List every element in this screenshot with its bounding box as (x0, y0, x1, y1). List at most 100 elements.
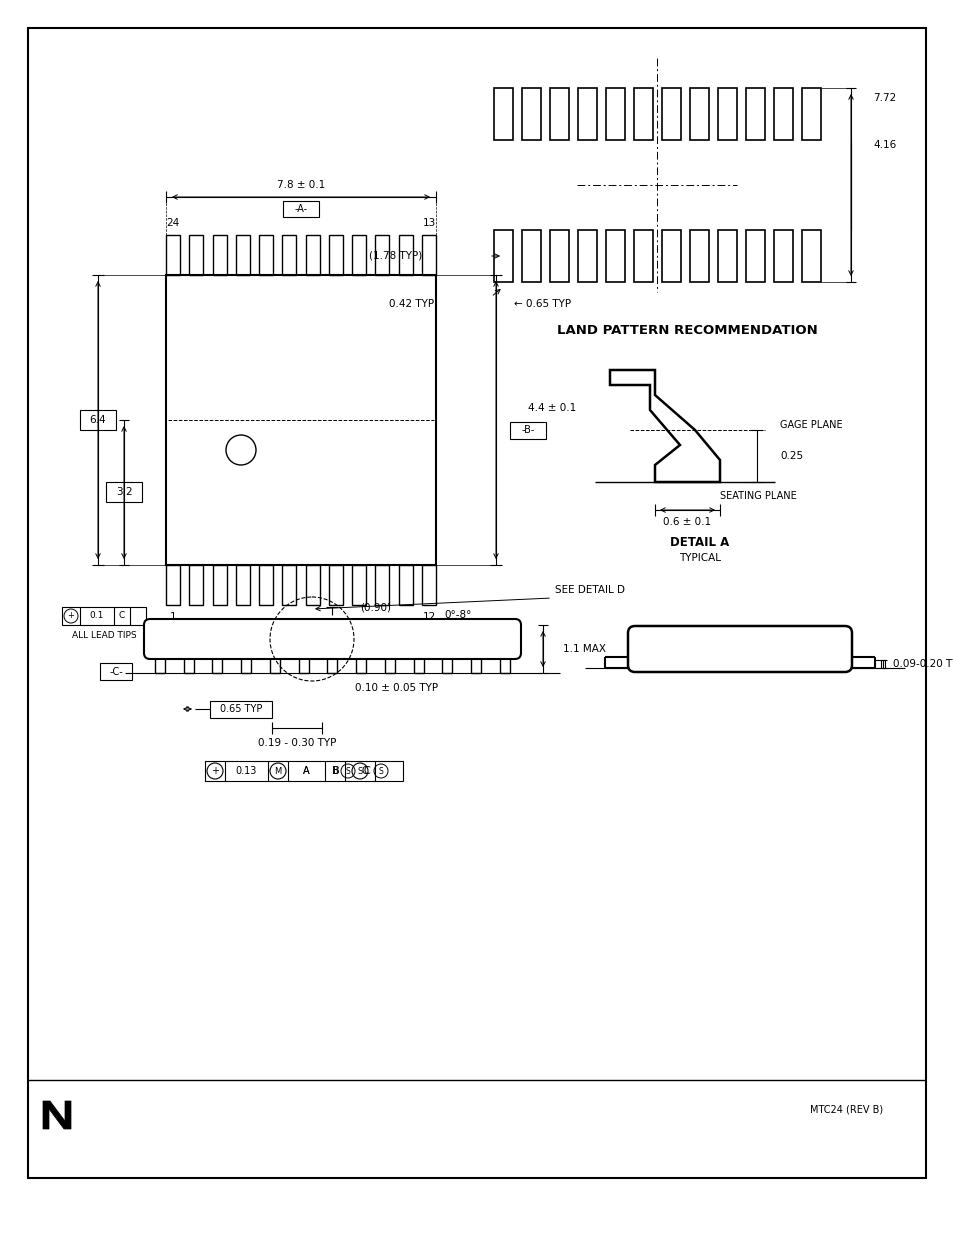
Text: 0.25: 0.25 (780, 451, 802, 461)
Bar (283, 201, 318, 217)
Text: 12: 12 (422, 613, 436, 622)
Bar (494, 230, 513, 282)
Bar (550, 88, 568, 140)
Bar (494, 88, 513, 140)
Text: 4.4 ± 0.1: 4.4 ± 0.1 (527, 403, 576, 412)
Text: A: A (302, 766, 309, 776)
Bar (398, 235, 413, 275)
Bar (62, 606, 146, 625)
Text: M: M (274, 767, 281, 776)
Text: 7.72: 7.72 (872, 93, 895, 103)
Text: 0.6 ± 0.1: 0.6 ± 0.1 (662, 517, 710, 527)
Text: 24: 24 (166, 219, 179, 228)
Bar (327, 650, 337, 673)
FancyBboxPatch shape (627, 626, 851, 672)
Bar (189, 564, 203, 605)
Text: 7.8 ± 0.1: 7.8 ± 0.1 (276, 180, 325, 190)
Bar (241, 650, 251, 673)
Bar (184, 650, 193, 673)
Text: DETAIL A: DETAIL A (670, 536, 729, 548)
Bar (166, 564, 180, 605)
Text: 3.2: 3.2 (115, 487, 132, 496)
Bar (718, 88, 737, 140)
Text: C: C (119, 611, 125, 620)
Text: 0.1: 0.1 (90, 611, 104, 620)
Bar (745, 230, 764, 282)
Text: SEATING PLANE: SEATING PLANE (720, 492, 796, 501)
Bar (605, 230, 624, 282)
Bar (282, 235, 296, 275)
Text: S: S (345, 767, 350, 776)
Text: -B-: -B- (520, 425, 534, 435)
Bar (689, 88, 708, 140)
Bar (661, 230, 680, 282)
Bar (745, 88, 764, 140)
Bar (355, 650, 366, 673)
Text: A: A (447, 629, 454, 638)
Text: A: A (302, 766, 309, 776)
Bar (550, 230, 568, 282)
Text: ← 0.65 TYP: ← 0.65 TYP (514, 299, 571, 309)
Bar (298, 650, 309, 673)
Bar (375, 564, 389, 605)
Bar (100, 663, 132, 680)
Text: C: C (363, 766, 370, 776)
Text: S: S (378, 767, 383, 776)
Text: B: B (332, 766, 338, 776)
Text: (0.90): (0.90) (359, 601, 391, 613)
Bar (689, 230, 708, 282)
Bar (578, 88, 597, 140)
Bar (329, 564, 342, 605)
Bar (352, 564, 366, 605)
Text: B: B (427, 629, 434, 638)
Bar (578, 230, 597, 282)
Bar (471, 650, 480, 673)
Text: 1.1 MAX: 1.1 MAX (562, 643, 605, 655)
Text: ALL LEAD TIPS: ALL LEAD TIPS (71, 631, 136, 640)
Bar (421, 235, 436, 275)
Text: TYPICAL: TYPICAL (679, 553, 720, 563)
Text: 6.4: 6.4 (90, 415, 106, 425)
Bar (414, 650, 423, 673)
Text: 0.10 ± 0.05 TYP: 0.10 ± 0.05 TYP (355, 683, 438, 693)
Text: 0.65 TYP: 0.65 TYP (219, 704, 262, 714)
Text: +: + (211, 766, 219, 776)
Bar (718, 230, 737, 282)
Text: SEE DETAIL D: SEE DETAIL D (555, 585, 624, 595)
Bar (205, 761, 402, 781)
Bar (282, 564, 296, 605)
Text: 13: 13 (422, 219, 436, 228)
Text: 0.09-0.20 TYP: 0.09-0.20 TYP (892, 659, 953, 669)
Text: 0.42 TYP: 0.42 TYP (389, 299, 434, 309)
Polygon shape (43, 1100, 71, 1129)
Bar (605, 88, 624, 140)
Bar (773, 88, 792, 140)
Text: (1.78 TYP): (1.78 TYP) (369, 251, 421, 261)
Bar (352, 235, 366, 275)
Text: B: B (333, 766, 339, 776)
Bar (329, 235, 342, 275)
Text: 0°-8°: 0°-8° (444, 610, 471, 620)
Bar (882, 659, 884, 668)
Text: -C-: -C- (109, 667, 123, 677)
Text: GAGE PLANE: GAGE PLANE (780, 420, 841, 430)
Bar (634, 88, 652, 140)
Text: LAND PATTERN RECOMMENDATION: LAND PATTERN RECOMMENDATION (556, 324, 817, 336)
Bar (421, 564, 436, 605)
Bar (213, 235, 226, 275)
FancyBboxPatch shape (144, 619, 520, 659)
Bar (213, 650, 222, 673)
Bar (634, 230, 652, 282)
Text: 4.16: 4.16 (872, 140, 895, 149)
Text: +: + (356, 629, 365, 638)
PathPatch shape (609, 370, 720, 482)
Text: 0.13: 0.13 (235, 766, 256, 776)
Bar (189, 235, 203, 275)
Bar (499, 650, 510, 673)
Bar (510, 422, 545, 438)
Bar (305, 564, 319, 605)
Bar (154, 650, 165, 673)
Bar (213, 564, 226, 605)
Text: MTC24 (REV B): MTC24 (REV B) (809, 1105, 882, 1115)
Bar (773, 230, 792, 282)
